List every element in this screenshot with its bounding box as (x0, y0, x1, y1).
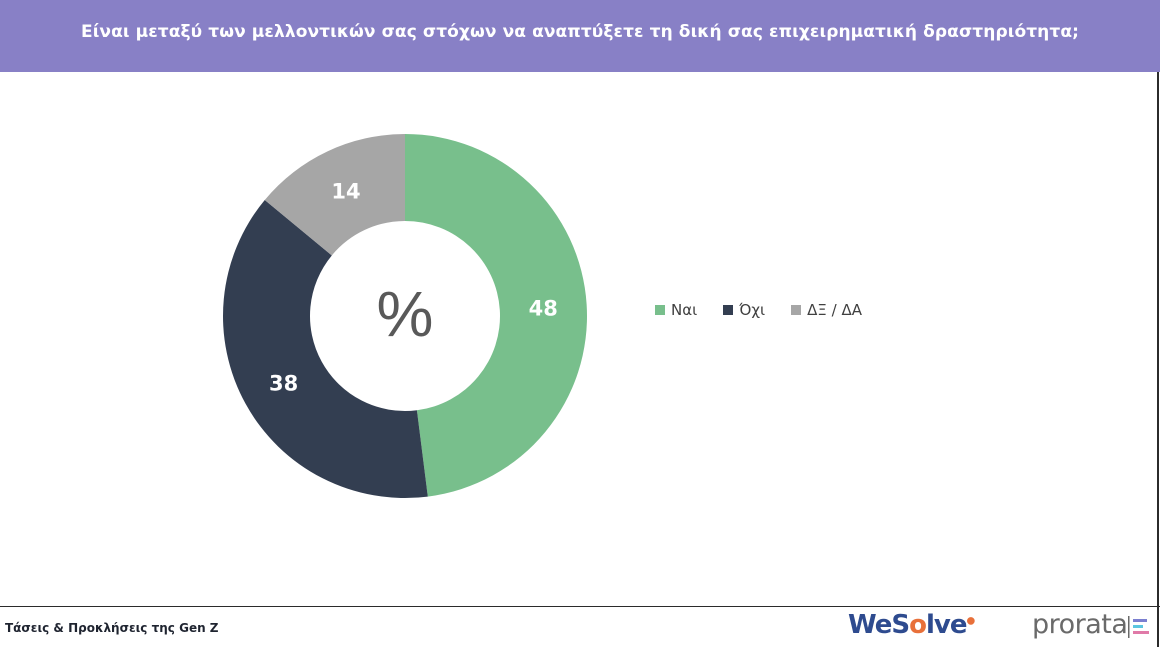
data-label: 38 (269, 372, 298, 396)
logo-part: lve (926, 610, 967, 640)
legend-item: ΔΞ / ΔΑ (791, 301, 862, 319)
slices-group (223, 134, 588, 498)
footer-divider (0, 606, 1160, 607)
legend-label: ΔΞ / ΔΑ (807, 301, 862, 319)
legend-swatch (791, 305, 802, 315)
center-percent-label: % (377, 278, 434, 350)
wesolve-logo: WeSolve● (848, 610, 975, 640)
chart-legend: Ναι Όχι ΔΞ / ΔΑ (655, 301, 862, 319)
logo-part: S (891, 610, 910, 640)
logo-part: We (848, 610, 892, 640)
data-label: 48 (529, 296, 558, 320)
prorata-logo: prorata (1032, 609, 1128, 640)
donut-slice (223, 199, 428, 498)
frame-edge (1157, 72, 1159, 647)
title-banner: Είναι μεταξύ των μελλοντικών σας στόχων … (0, 0, 1160, 72)
chart-title: Είναι μεταξύ των μελλοντικών σας στόχων … (81, 22, 1079, 42)
prorata-mark-icon (1128, 616, 1149, 638)
legend-swatch (655, 305, 665, 315)
data-labels-group: 48 38 14 (269, 180, 558, 396)
donut-slice (264, 134, 405, 256)
legend-label: Ναι (671, 301, 698, 319)
logo-part: o (909, 610, 927, 640)
legend-item: Όχι (723, 301, 765, 319)
legend-swatch (723, 305, 734, 315)
data-label: 14 (331, 180, 360, 204)
legend-label: Όχι (739, 301, 766, 319)
footer-caption: Τάσεις & Προκλήσεις της Gen Z (5, 621, 219, 635)
legend-item: Ναι (655, 301, 697, 319)
donut-slice (405, 134, 588, 497)
donut-chart: 48 38 14 % (223, 134, 588, 498)
